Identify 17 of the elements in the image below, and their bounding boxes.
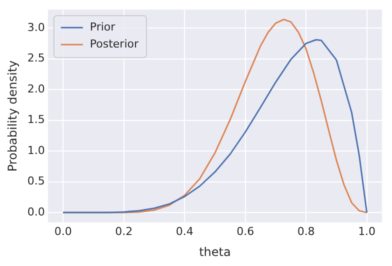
legend-label: Posterior bbox=[90, 37, 139, 50]
y-tick-label: 0.5 bbox=[27, 174, 45, 188]
y-axis-title: Probability density bbox=[5, 60, 20, 172]
x-tick-label: 0.6 bbox=[236, 224, 254, 238]
x-tick-label: 0.4 bbox=[176, 224, 194, 238]
x-tick-label: 1.0 bbox=[358, 224, 376, 238]
x-axis-title: theta bbox=[199, 244, 231, 259]
x-tick-label: 0.2 bbox=[115, 224, 133, 238]
y-tick-label: 2.5 bbox=[27, 52, 45, 65]
legend-label: Prior bbox=[90, 20, 116, 34]
y-tick-label: 1.0 bbox=[27, 144, 45, 157]
y-tick-label: 3.0 bbox=[27, 20, 45, 34]
y-tick-label: 1.5 bbox=[27, 113, 45, 126]
y-tick-label: 2.0 bbox=[27, 82, 45, 96]
x-tick-label: 0.8 bbox=[297, 224, 315, 238]
x-tick-label: 0.0 bbox=[54, 224, 72, 238]
y-tick-label: 0.0 bbox=[27, 205, 45, 218]
